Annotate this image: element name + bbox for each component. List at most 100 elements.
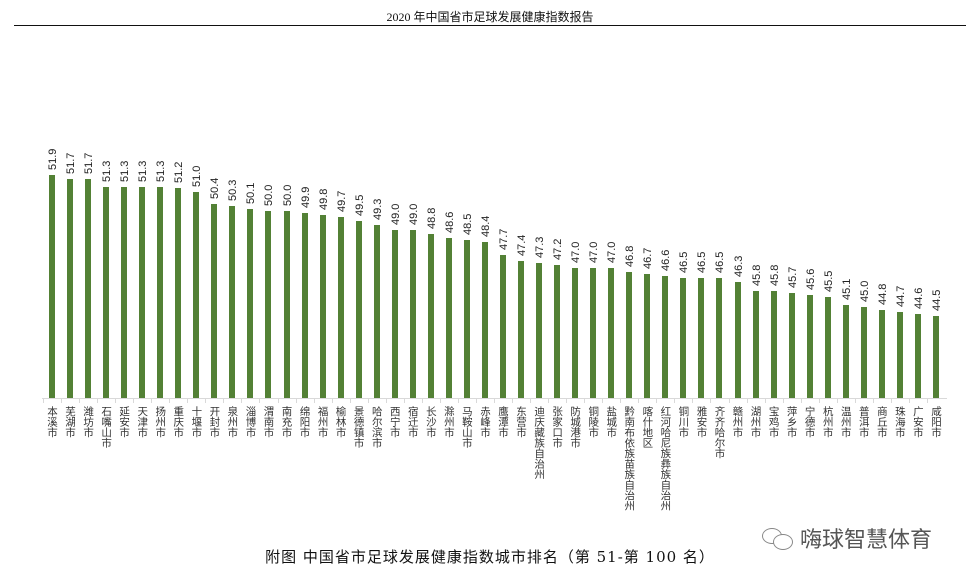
bar: [770, 291, 777, 398]
category-label: 赣州市: [731, 406, 744, 438]
x-axis-tick: [854, 399, 856, 403]
x-axis-tick: [475, 399, 477, 403]
x-axis-tick: [151, 399, 153, 403]
category-label: 红河哈尼族彝族自治州: [659, 406, 672, 511]
bar: [445, 237, 452, 398]
data-label: 51.2: [173, 162, 186, 184]
bar: [373, 224, 380, 398]
x-axis-tick: [169, 399, 171, 403]
x-axis-tick: [926, 399, 928, 403]
category-label: 齐齐哈尔市: [713, 406, 726, 459]
x-axis-tick: [457, 399, 459, 403]
data-label: 45.5: [822, 270, 835, 293]
category-label: 石嘴山市: [100, 406, 113, 448]
category-label: 榆林市: [334, 406, 347, 438]
category-label: 潍坊市: [82, 406, 95, 438]
bar: [824, 297, 831, 398]
data-label: 48.8: [425, 207, 438, 230]
x-axis-tick: [602, 399, 604, 403]
data-label: 51.3: [101, 160, 114, 182]
wechat-icon: [762, 526, 794, 550]
x-axis-tick: [385, 399, 387, 403]
category-label: 马鞍山市: [460, 406, 473, 448]
category-label: 萍乡市: [785, 406, 798, 438]
category-label: 珠海市: [893, 406, 906, 438]
bar: [914, 314, 921, 398]
x-axis-tick: [61, 399, 63, 403]
data-label: 49.0: [407, 203, 420, 226]
bar: [103, 186, 110, 398]
category-label: 宁德市: [803, 406, 816, 438]
category-label: 东营市: [515, 406, 528, 438]
bar: [608, 268, 615, 398]
data-label: 46.6: [660, 249, 673, 272]
data-label: 50.0: [281, 184, 294, 207]
figure-caption: 附图 中国省市足球发展健康指数城市排名（第 51-第 100 名）: [265, 548, 715, 566]
category-label: 长沙市: [424, 406, 437, 438]
x-axis-tick: [566, 399, 568, 403]
data-label: 47.7: [498, 228, 510, 251]
x-axis-tick: [133, 399, 135, 403]
bar: [175, 188, 182, 398]
bar: [734, 281, 741, 398]
bar: [860, 306, 867, 398]
data-label: 49.0: [389, 203, 402, 226]
x-axis-tick: [331, 399, 333, 403]
category-label: 宿迁市: [406, 406, 419, 438]
bar: [896, 312, 903, 398]
bar: [626, 272, 633, 398]
x-axis-tick: [349, 399, 351, 403]
category-label: 泉州市: [226, 406, 239, 438]
bar: [247, 209, 254, 398]
data-label: 51.3: [119, 160, 132, 182]
watermark: 嗨球智慧体育: [762, 522, 932, 554]
data-label: 50.0: [263, 184, 276, 207]
x-axis-line: [42, 398, 947, 399]
category-label: 湖州市: [749, 406, 762, 438]
x-axis-tick: [241, 399, 243, 403]
data-label: 47.0: [606, 242, 619, 264]
category-label: 本溪市: [46, 406, 58, 438]
bar: [806, 295, 813, 398]
category-label: 铜川市: [677, 406, 690, 438]
bar: [85, 178, 92, 398]
data-label: 49.9: [299, 186, 312, 209]
bar: [518, 260, 525, 398]
bar: [662, 276, 669, 398]
bar: [409, 230, 416, 398]
x-axis-tick: [746, 399, 748, 403]
x-axis-tick: [494, 399, 495, 403]
bar: [139, 186, 146, 398]
bar: [301, 213, 308, 398]
bar: [229, 205, 236, 398]
bar: [716, 277, 723, 398]
bar: [319, 215, 326, 398]
watermark-text: 嗨球智慧体育: [800, 528, 933, 553]
category-label: 广安市: [911, 406, 924, 438]
data-label: 51.7: [83, 152, 96, 174]
bar: [463, 239, 470, 398]
category-label: 赤峰市: [478, 406, 491, 438]
bar: [554, 264, 561, 398]
x-axis-tick: [421, 399, 423, 403]
bar: [283, 211, 290, 398]
bar: [391, 230, 398, 398]
bar: [788, 293, 795, 398]
data-label: 45.1: [840, 278, 853, 300]
category-label: 铜陵市: [587, 406, 600, 438]
data-label: 49.3: [371, 198, 384, 220]
data-label: 45.6: [804, 268, 817, 291]
data-label: 48.5: [461, 213, 474, 235]
data-label: 50.3: [227, 179, 240, 201]
x-axis-tick: [313, 399, 315, 403]
data-label: 51.3: [155, 160, 168, 182]
x-axis-tick: [764, 399, 766, 403]
category-label: 盐城市: [605, 406, 618, 438]
data-label: 46.3: [732, 255, 745, 277]
bar: [680, 277, 687, 398]
x-axis-tick: [295, 399, 297, 403]
category-label: 重庆市: [172, 406, 185, 438]
category-label: 延安市: [118, 406, 131, 438]
data-label: 44.8: [876, 283, 889, 306]
bar: [337, 217, 344, 398]
